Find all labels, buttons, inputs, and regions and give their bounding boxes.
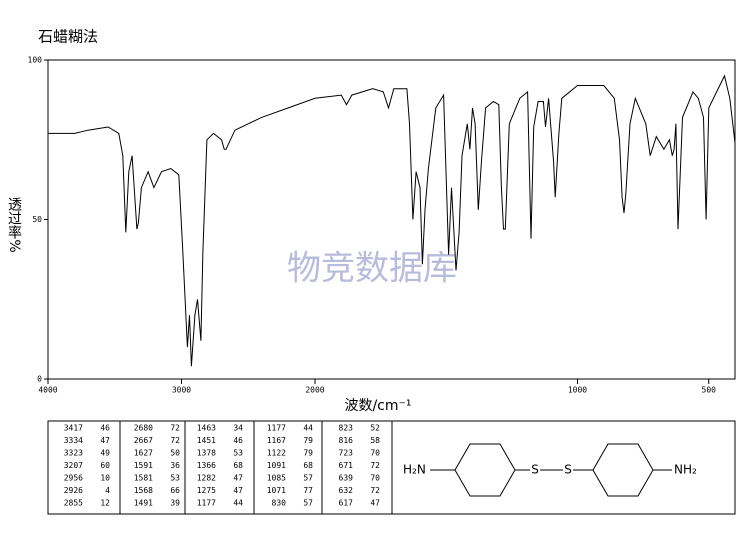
table-cell: 3334 [64, 436, 83, 445]
table-cell: 39 [170, 499, 180, 508]
y-axis-label: 透过率% [6, 197, 22, 252]
table-cell: 68 [303, 461, 313, 470]
table-cell: 36 [170, 461, 180, 470]
x-tick-label: 1000 [568, 386, 587, 395]
y-tick-label: 0 [37, 375, 42, 384]
table-cell: 1091 [267, 461, 286, 470]
plot-frame [47, 59, 736, 380]
table-cell: 53 [170, 474, 180, 483]
x-tick-label: 4000 [38, 386, 57, 395]
table-cell: 72 [170, 436, 180, 445]
table-cell: 1071 [267, 486, 286, 495]
table-cell: 79 [303, 436, 313, 445]
table-cell: 53 [233, 449, 243, 458]
watermark: 物竞数据库 [287, 249, 457, 289]
spectrum [48, 74, 736, 367]
table-cell: 49 [100, 449, 110, 458]
atom-label: NH₂ [674, 463, 697, 477]
table-cell: 816 [339, 436, 354, 445]
x-tick-label: 2000 [305, 386, 324, 395]
table-cell: 79 [303, 449, 313, 458]
table-cell: 47 [370, 499, 380, 508]
table-cell: 72 [170, 424, 180, 433]
table-cell: 1275 [197, 486, 216, 495]
y-tick-label: 100 [28, 56, 43, 65]
table-cell: 1568 [134, 486, 153, 495]
table-cell: 66 [170, 486, 180, 495]
atom-label: S [531, 463, 539, 477]
table-cell: 1085 [267, 474, 286, 483]
table-cell: 3323 [64, 449, 83, 458]
table-cell: 44 [233, 499, 243, 508]
table-cell: 671 [339, 461, 354, 470]
table-cell: 639 [339, 474, 354, 483]
table-cell: 723 [339, 449, 354, 458]
table-cell: 2855 [64, 499, 83, 508]
y-tick-label: 50 [32, 215, 42, 224]
table-cell: 1366 [197, 461, 216, 470]
ring [592, 443, 654, 497]
atom-label: H₂N [403, 463, 426, 477]
table-cell: 1282 [197, 474, 216, 483]
table-cell: 823 [339, 424, 354, 433]
table-cell: 632 [339, 486, 354, 495]
table-cell: 1463 [197, 424, 216, 433]
table-cell: 72 [370, 461, 380, 470]
x-tick-label: 3000 [172, 386, 191, 395]
table-cell: 1177 [197, 499, 216, 508]
table-cell: 47 [233, 474, 243, 483]
table-cell: 1627 [134, 449, 153, 458]
x-axis-label: 波数/cm⁻¹ [344, 398, 411, 414]
table-cell: 52 [370, 424, 380, 433]
table-cell: 2680 [134, 424, 153, 433]
table-cell: 46 [233, 436, 243, 445]
table-cell: 1581 [134, 474, 153, 483]
table-cell: 46 [100, 424, 110, 433]
table-cell: 47 [100, 436, 110, 445]
table-cell: 1378 [197, 449, 216, 458]
table-cell: 44 [303, 424, 313, 433]
x-tick-label: 500 [702, 386, 717, 395]
table-cell: 1451 [197, 436, 216, 445]
table-cell: 3207 [64, 461, 83, 470]
table-cell: 2926 [64, 486, 83, 495]
table-cell: 57 [303, 499, 313, 508]
table-cell: 77 [303, 486, 313, 495]
table-cell: 1177 [267, 424, 286, 433]
table-cell: 1167 [267, 436, 286, 445]
table-cell: 68 [233, 461, 243, 470]
table-cell: 1122 [267, 449, 286, 458]
table-cell: 830 [272, 499, 287, 508]
atom-label: S [564, 463, 572, 477]
table-cell: 70 [370, 474, 380, 483]
table-cell: 1491 [134, 499, 153, 508]
table-cell: 47 [233, 486, 243, 495]
structure [430, 443, 672, 497]
chart-title: 石蜡糊法 [38, 28, 98, 46]
table-cell: 10 [100, 474, 110, 483]
table-cell: 3417 [64, 424, 83, 433]
table-cell: 70 [370, 449, 380, 458]
table-cell: 58 [370, 436, 380, 445]
table-cell: 4 [105, 486, 110, 495]
table-cell: 2667 [134, 436, 153, 445]
table-cell: 57 [303, 474, 313, 483]
table-cell: 2956 [64, 474, 83, 483]
table-cell: 1591 [134, 461, 153, 470]
table-cell: 617 [339, 499, 354, 508]
table-cell: 12 [100, 499, 110, 508]
ring [454, 443, 516, 497]
table-cell: 50 [170, 449, 180, 458]
table-cell: 34 [233, 424, 243, 433]
table-cell: 72 [370, 486, 380, 495]
table-cell: 60 [100, 461, 110, 470]
